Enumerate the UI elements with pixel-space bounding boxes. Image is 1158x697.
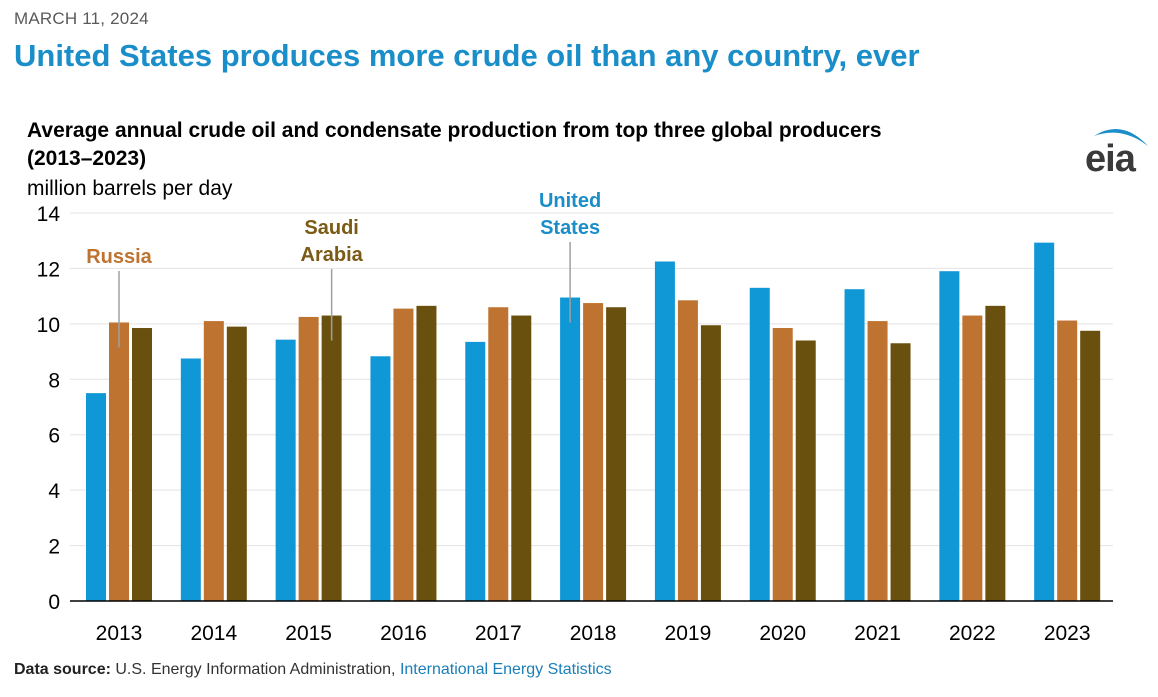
bar	[677, 300, 698, 601]
bar	[203, 321, 224, 601]
bar	[226, 326, 247, 601]
logo-arc-icon	[1094, 128, 1148, 146]
series-label: Russia	[86, 246, 152, 268]
series-label: United	[539, 190, 601, 212]
chart-title-line-1: Average annual crude oil and condensate …	[27, 119, 882, 142]
x-tick-label: 2022	[949, 622, 996, 645]
series-label: Arabia	[301, 244, 364, 266]
y-tick-label: 10	[37, 314, 60, 337]
x-tick-label: 2016	[380, 622, 427, 645]
data-source: Data source: U.S. Energy Information Adm…	[14, 661, 612, 679]
x-tick-label: 2020	[759, 622, 806, 645]
bar	[132, 328, 152, 601]
bar	[1034, 242, 1055, 601]
x-tick-label: 2014	[190, 622, 237, 645]
logo-swoosh	[1094, 128, 1148, 146]
bars	[86, 242, 1101, 601]
bar	[86, 393, 106, 601]
bar	[109, 322, 129, 601]
bar	[298, 316, 319, 601]
y-tick-label: 4	[48, 480, 60, 503]
series-labels: United States Russia Saudi Arabia	[86, 190, 601, 348]
x-tick-label: 2023	[1044, 622, 1091, 645]
bar	[1080, 330, 1101, 601]
bar	[749, 287, 770, 601]
bar	[606, 307, 627, 601]
chart-title-line-2: (2013–2023)	[27, 147, 147, 170]
bar	[465, 341, 486, 601]
bar	[890, 343, 911, 601]
data-source-text: U.S. Energy Information Administration,	[115, 661, 396, 678]
date-stamp: MARCH 11, 2024	[14, 9, 149, 28]
y-axis-ticks: 0 2 4 6 8 10 12 14	[37, 203, 61, 614]
bar	[700, 325, 721, 601]
bar	[393, 308, 414, 601]
bar	[772, 328, 793, 601]
bar	[795, 340, 816, 601]
x-tick-label: 2013	[96, 622, 143, 645]
x-tick-label: 2021	[854, 622, 901, 645]
bar	[370, 356, 391, 601]
y-tick-label: 6	[48, 425, 60, 448]
x-tick-label: 2015	[285, 622, 332, 645]
bar	[416, 305, 437, 601]
data-source-label: Data source:	[14, 661, 111, 678]
series-label: States	[540, 217, 600, 239]
bar	[867, 321, 888, 601]
bar	[321, 315, 342, 601]
series-label: Saudi	[304, 217, 358, 239]
y-tick-label: 8	[48, 369, 60, 392]
bar	[654, 261, 675, 601]
bar	[488, 307, 509, 601]
chart-title: Average annual crude oil and condensate …	[27, 117, 1092, 173]
y-tick-label: 14	[37, 203, 61, 226]
bar	[985, 305, 1006, 601]
y-tick-label: 2	[48, 536, 60, 559]
bar	[844, 289, 865, 601]
bar	[583, 303, 604, 601]
data-source-link[interactable]: International Energy Statistics	[399, 661, 612, 678]
bar	[939, 271, 960, 601]
x-tick-label: 2017	[475, 622, 522, 645]
logo-text: eia	[1085, 138, 1136, 180]
y-axis-units: million barrels per day	[27, 177, 233, 200]
y-tick-label: 0	[48, 591, 60, 614]
y-tick-label: 12	[37, 258, 60, 281]
x-axis: 2013 2014 2015 2016 2017 2018 2019 2020 2021 2022…	[70, 600, 1113, 645]
headline: United States produces more crude oil th…	[14, 38, 920, 73]
bar	[560, 297, 581, 601]
bar	[511, 315, 532, 601]
x-tick-label: 2019	[665, 622, 712, 645]
bar	[180, 358, 201, 601]
bar	[1057, 320, 1078, 601]
eia-logo: eia	[1082, 124, 1154, 180]
x-tick-label: 2018	[570, 622, 617, 645]
bar	[275, 339, 296, 601]
bar	[962, 315, 983, 601]
